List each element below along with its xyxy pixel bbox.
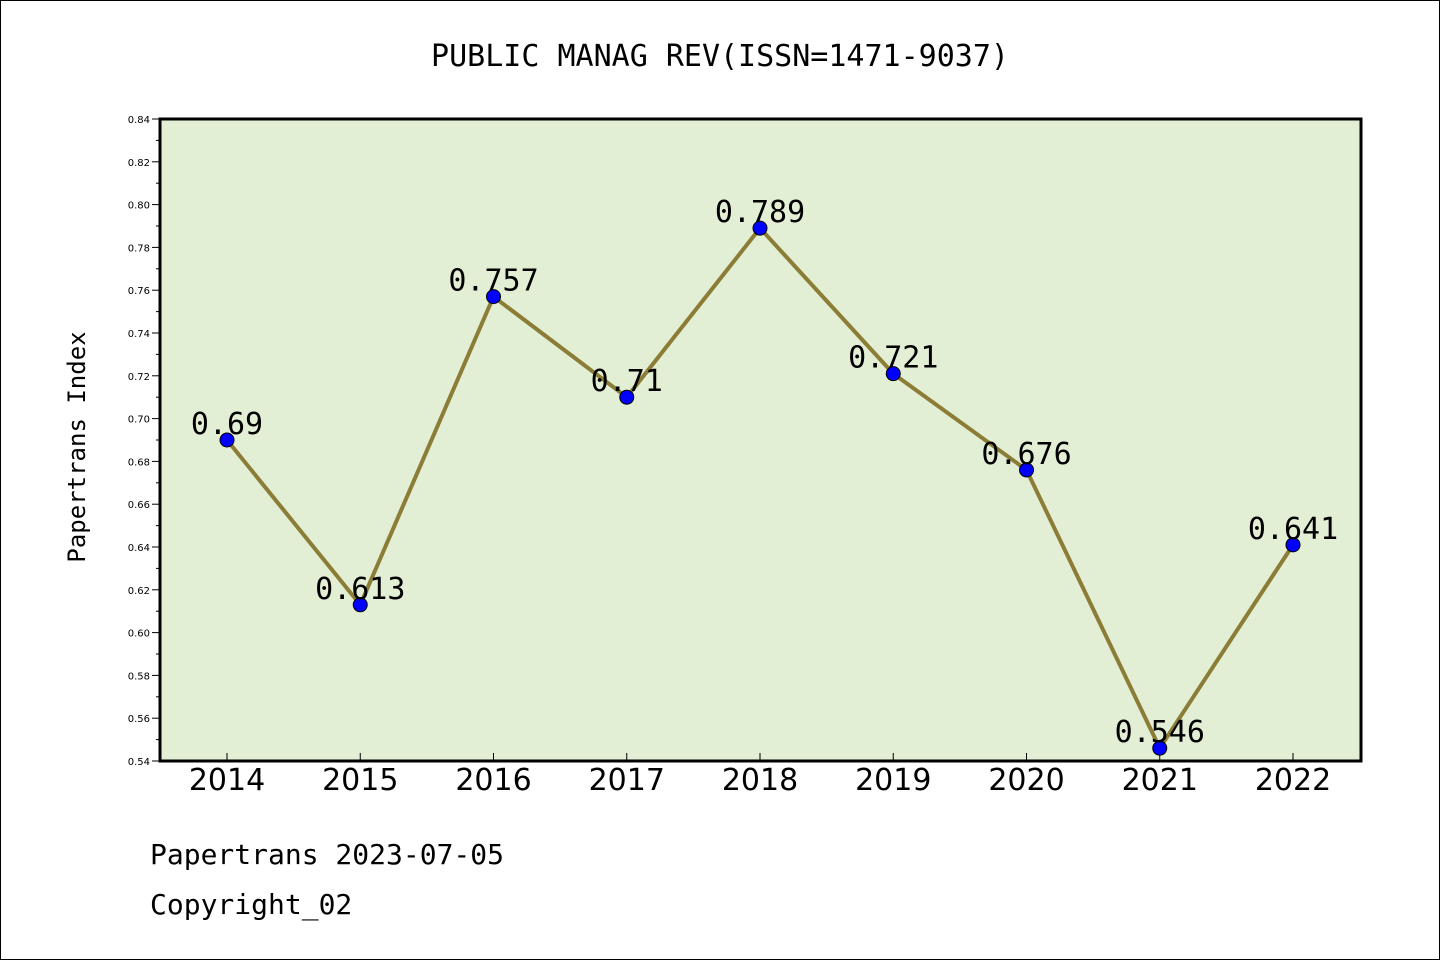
data-point-marker	[352, 597, 368, 613]
y-axis-label: Papertrans Index	[63, 331, 91, 562]
x-axis: 2014 2015 2016 2017 2018 2019 2020 2021 2022	[189, 753, 1331, 798]
x-tick-label: 2022	[1255, 763, 1331, 798]
footer-copyright: Copyright_02	[150, 888, 352, 922]
data-point-marker	[1285, 537, 1301, 553]
plot-border	[158, 117, 1363, 763]
y-tick-label: 0.56	[128, 714, 150, 725]
y-tick-label: 0.62	[128, 586, 150, 597]
x-tick-label: 2014	[189, 763, 265, 798]
y-axis: 0.54 0.56 0.58 0.60 0.62 0.64 0.66 0.68 0.70 0.72…	[128, 115, 160, 768]
x-tick-label: 2020	[988, 763, 1064, 798]
y-tick-label: 0.74	[128, 329, 150, 340]
y-tick-label: 0.60	[128, 629, 150, 640]
y-tick-label: 0.66	[128, 500, 150, 511]
x-tick-label: 2017	[589, 763, 665, 798]
data-label: 0.676	[981, 437, 1071, 472]
series-markers	[219, 220, 1301, 756]
y-tick-label: 0.84	[128, 115, 150, 126]
footer-date: Papertrans 2023-07-05	[150, 838, 504, 871]
data-label: 0.641	[1248, 512, 1338, 547]
data-point-marker	[486, 289, 501, 305]
data-label: 0.789	[715, 195, 805, 230]
data-label: 0.69	[191, 407, 263, 442]
data-label: 0.757	[448, 264, 538, 299]
data-point-marker	[619, 389, 635, 405]
y-tick-label: 0.64	[128, 543, 150, 554]
y-tick-label: 0.58	[128, 671, 150, 682]
y-tick-label: 0.82	[128, 158, 150, 169]
y-tick-label: 0.72	[128, 372, 150, 383]
data-point-marker	[752, 220, 768, 236]
data-point-marker	[1019, 462, 1034, 478]
chart-title: PUBLIC MANAG REV(ISSN=1471-9037)	[431, 39, 1009, 74]
x-tick-label: 2015	[322, 763, 398, 798]
x-tick-label: 2021	[1122, 763, 1198, 798]
y-tick-label: 0.76	[128, 286, 150, 297]
y-tick-label: 0.70	[128, 415, 150, 426]
y-tick-label: 0.68	[128, 457, 150, 468]
data-point-marker	[219, 432, 235, 448]
y-tick-label: 0.80	[128, 201, 150, 212]
x-tick-label: 2019	[855, 763, 931, 798]
data-label: 0.546	[1115, 715, 1205, 750]
y-tick-label: 0.78	[128, 243, 150, 254]
data-label: 0.613	[315, 572, 405, 607]
data-point-marker	[1152, 740, 1168, 756]
data-label: 0.71	[591, 364, 663, 399]
data-label: 0.721	[848, 341, 938, 376]
y-tick-label: 0.54	[128, 757, 150, 768]
data-labels: 0.69 0.613 0.757 0.71 0.789 0.721 0.676 0.546 0.…	[191, 195, 1338, 750]
x-tick-label: 2018	[722, 763, 798, 798]
data-point-marker	[885, 366, 901, 382]
x-tick-label: 2016	[455, 763, 531, 798]
